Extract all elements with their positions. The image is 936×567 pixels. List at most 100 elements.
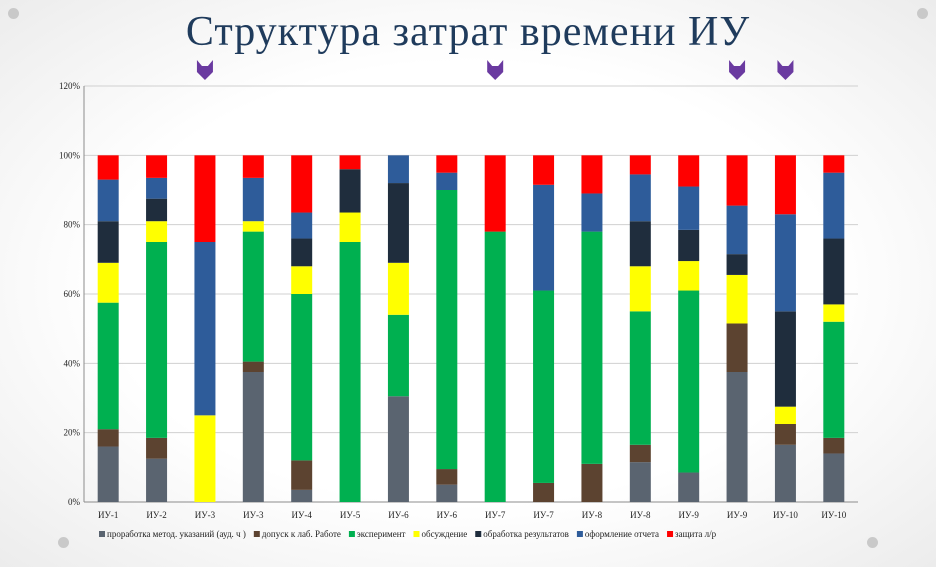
bar-segment [823, 172, 845, 239]
bar-segment [533, 155, 555, 185]
bar-segment [678, 472, 700, 502]
bar-segment [823, 453, 845, 502]
bar-segment [146, 437, 168, 459]
bar-segment [242, 177, 264, 222]
bar-segment [339, 242, 361, 502]
legend-label: обсуждение [421, 529, 467, 539]
bar-segment [146, 155, 168, 178]
legend-label: проработка метод. указаний (ауд. ч ) [107, 529, 246, 539]
x-tick-label: ИУ-10 [821, 510, 846, 520]
bar-segment [291, 489, 313, 502]
bar-segment [387, 155, 409, 184]
x-tick-label: ИУ-10 [773, 510, 798, 520]
bar-segment [629, 155, 651, 175]
bar-segment [146, 177, 168, 199]
bar-segment [678, 290, 700, 473]
bar-segment [629, 174, 651, 222]
bar-segment [581, 193, 603, 232]
legend-swatch [576, 531, 583, 537]
legend-swatch [667, 531, 674, 537]
bar-segment [97, 262, 119, 303]
bar-segment [242, 221, 264, 232]
bar-segment [629, 266, 651, 312]
bar-segment [774, 214, 796, 312]
bar-segment [339, 155, 361, 170]
bar-segment [436, 172, 458, 190]
bar-segment [97, 179, 119, 222]
bar-segment [97, 429, 119, 447]
y-tick-label: 60% [64, 289, 81, 299]
corner-dot-bottom-left [58, 537, 69, 548]
bar-segment [726, 274, 748, 324]
x-tick-label: ИУ-3 [195, 510, 216, 520]
bar-segment [678, 261, 700, 291]
bar-segment [823, 437, 845, 454]
corner-dot-bottom-right [867, 537, 878, 548]
legend-label: обработка результатов [483, 529, 569, 539]
marker-chevron-icon [196, 60, 213, 80]
bar-segment [774, 406, 796, 424]
bar-segment [726, 372, 748, 502]
legend-label: эксперимент [357, 529, 406, 539]
y-tick-label: 80% [64, 220, 81, 230]
bar-segment [339, 169, 361, 213]
x-tick-label: ИУ-6 [388, 510, 409, 520]
bar-segment [194, 415, 216, 502]
slide-title: Структура затрат времени ИУ [185, 9, 751, 55]
bar-segment [823, 238, 845, 305]
bar-segment [823, 321, 845, 438]
bar-segment [436, 190, 458, 470]
x-tick-label: ИУ-7 [485, 510, 506, 520]
x-tick-label: ИУ-1 [98, 510, 118, 520]
bar-segment [194, 155, 216, 242]
bar-segment [678, 186, 700, 230]
x-tick-label: ИУ-2 [146, 510, 166, 520]
bar-segment [97, 446, 119, 502]
bar-segment [581, 231, 603, 464]
bar-segment [387, 262, 409, 315]
bar-segment [774, 155, 796, 215]
bar-segment [146, 198, 168, 222]
bar-segment [339, 212, 361, 242]
bar-segment [726, 323, 748, 372]
x-tick-label: ИУ-9 [679, 510, 700, 520]
bar-segment [97, 221, 119, 263]
bar-segment [823, 155, 845, 173]
corner-dot-top-left [8, 8, 19, 19]
x-tick-label: ИУ-8 [630, 510, 651, 520]
bar-segment [146, 242, 168, 438]
bar-segment [436, 484, 458, 502]
bar-segment [146, 458, 168, 502]
bar-segment [387, 314, 409, 397]
bar-segment [387, 396, 409, 502]
bar-segment [291, 460, 313, 490]
bar-segment [726, 155, 748, 206]
x-tick-label: ИУ-9 [727, 510, 748, 520]
bar-segment [823, 304, 845, 322]
y-tick-label: 20% [64, 428, 81, 438]
bar-segment [97, 302, 119, 430]
bar-segment [242, 155, 264, 178]
x-tick-label: ИУ-6 [437, 510, 458, 520]
bar-segment [291, 212, 313, 239]
marker-chevron-icon [729, 60, 746, 80]
bar-segment [146, 221, 168, 242]
bar-segment [726, 205, 748, 255]
bar-segment [533, 184, 555, 291]
legend-label: допуск к лаб. Работе [262, 529, 341, 539]
bar-segment [291, 238, 313, 267]
y-tick-label: 100% [59, 150, 81, 160]
bar-segment [484, 231, 506, 502]
bar-segment [194, 242, 216, 416]
bar-segment [291, 155, 313, 213]
bar-segment [581, 463, 603, 502]
bar-segment [678, 155, 700, 187]
bar-segment [726, 254, 748, 275]
legend-swatch [253, 531, 260, 537]
bar-segment [581, 155, 603, 194]
marker-chevron-icon [777, 60, 794, 80]
bar-segment [242, 372, 264, 502]
x-tick-label: ИУ-3 [243, 510, 264, 520]
